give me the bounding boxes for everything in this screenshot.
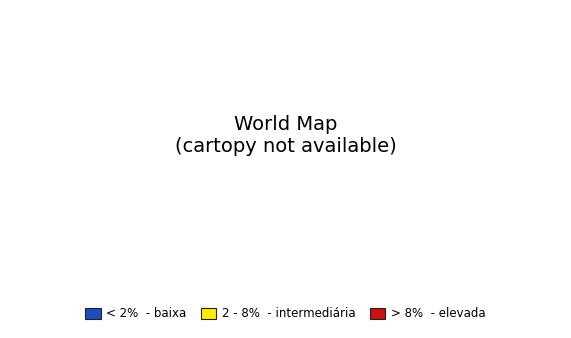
Text: World Map
(cartopy not available): World Map (cartopy not available)	[175, 115, 396, 156]
Legend: < 2%  - baixa, 2 - 8%  - intermediária, > 8%  - elevada: < 2% - baixa, 2 - 8% - intermediária, > …	[81, 303, 490, 325]
